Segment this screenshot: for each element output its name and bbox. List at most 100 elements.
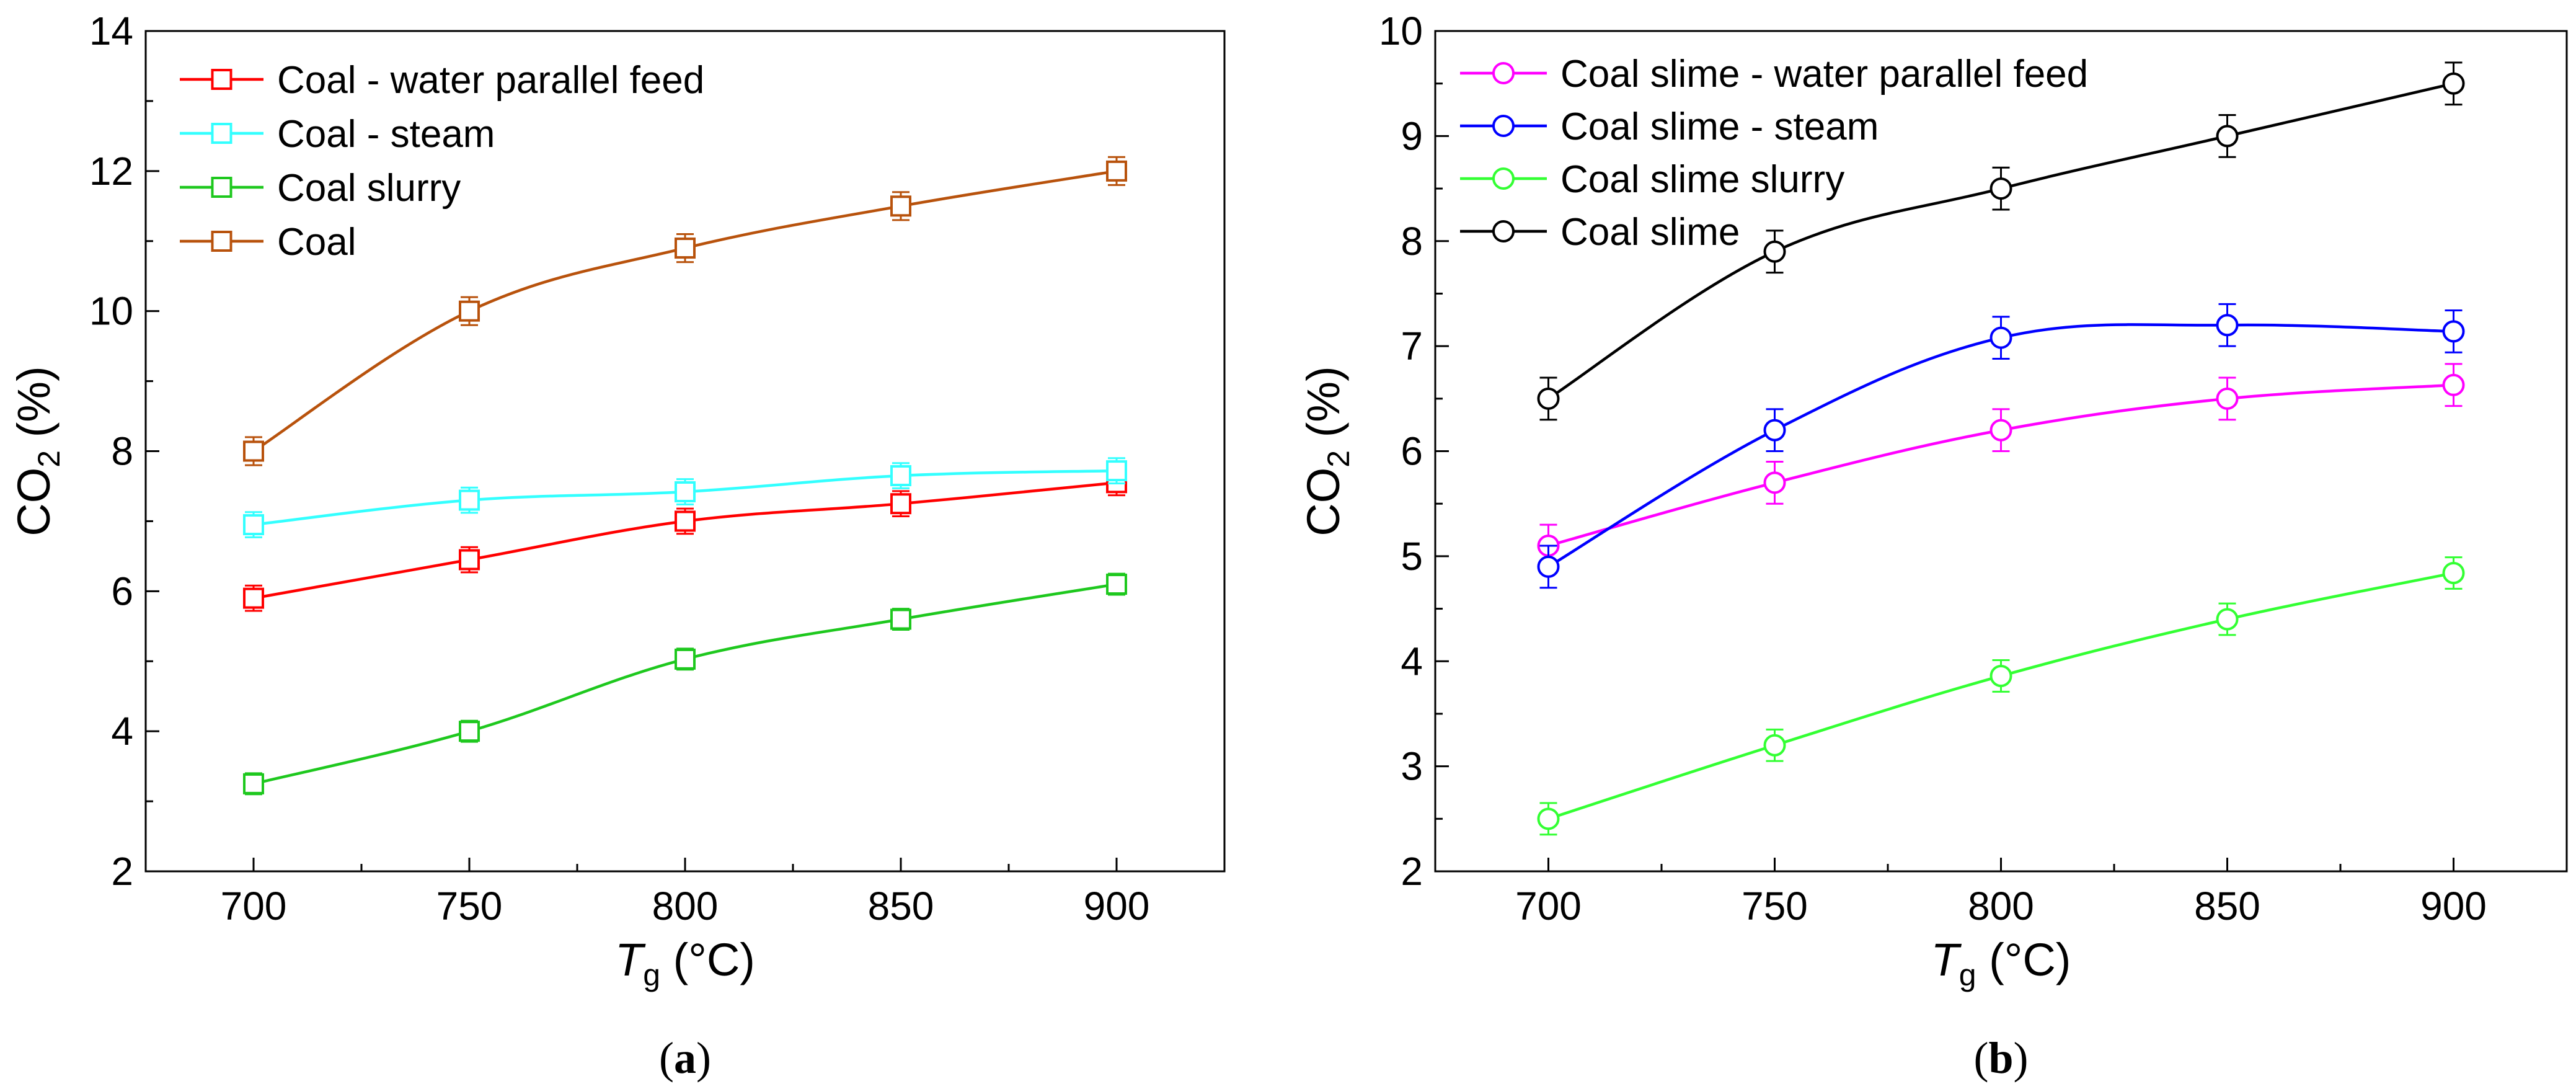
legend-item: Coal - steam (180, 113, 495, 156)
y-tick-label: 6 (111, 569, 133, 613)
series-2 (1537, 556, 2465, 836)
y-tick-label: 14 (89, 9, 133, 53)
legend-item: Coal slurry (180, 167, 461, 210)
y-tick-label: 8 (1401, 219, 1423, 264)
legend-marker (211, 177, 232, 198)
data-point (675, 648, 696, 670)
legend-label: Coal slime - water parallel feed (1560, 53, 2088, 96)
x-tick-label: 700 (1515, 884, 1582, 928)
data-point (1990, 177, 2012, 200)
y-axis-title: CO2 (%) (8, 366, 66, 536)
data-point (1106, 460, 1127, 482)
series-1 (243, 457, 1127, 538)
data-point (1763, 471, 1786, 494)
series-0 (243, 469, 1127, 612)
y-tick-label: 2 (1401, 849, 1423, 894)
data-point (2442, 373, 2465, 396)
legend-marker (211, 123, 232, 144)
data-point (2216, 125, 2239, 148)
data-point (1990, 326, 2012, 349)
data-point (1537, 807, 1560, 830)
y-tick-label: 3 (1401, 744, 1423, 789)
series-3 (243, 156, 1127, 466)
x-axis-title: Tg (°C) (615, 934, 755, 992)
legend-marker (1492, 220, 1515, 242)
data-point (890, 608, 911, 630)
panel-label: (b) (1973, 1033, 2028, 1083)
x-tick-label: 900 (1084, 884, 1150, 928)
legend-label: Coal - water parallel feed (277, 59, 704, 102)
panel-label: (a) (659, 1033, 711, 1083)
data-point (1763, 419, 1786, 442)
data-point (675, 481, 696, 502)
data-point (1106, 160, 1127, 182)
data-point (890, 465, 911, 487)
legend: Coal - water parallel feed Coal - steam Co… (180, 59, 704, 264)
y-tick-label: 2 (111, 849, 133, 894)
data-point (2216, 387, 2239, 410)
series-0 (1537, 363, 2465, 568)
legend-marker (1492, 167, 1515, 190)
data-point (2442, 320, 2465, 343)
data-point (2216, 608, 2239, 631)
x-tick-label: 850 (2194, 884, 2260, 928)
legend-item: Coal slime slurry (1460, 158, 1844, 201)
data-point (243, 514, 264, 536)
legend-label: Coal slime slurry (1560, 158, 1844, 201)
y-axis-title: CO2 (%) (1298, 366, 1356, 536)
legend-item: Coal slime - steam (1460, 105, 1879, 148)
y-tick-label: 12 (89, 149, 133, 193)
data-point (459, 721, 480, 742)
legend-label: Coal slurry (277, 167, 461, 210)
legend-item: Coal (180, 221, 356, 264)
legend-label: Coal slime (1560, 211, 1740, 254)
series-3 (1537, 61, 2465, 421)
data-point (2216, 314, 2239, 337)
y-tick-label: 9 (1401, 113, 1423, 158)
data-point (243, 773, 264, 794)
data-point (890, 195, 911, 217)
y-tick-label: 10 (89, 289, 133, 334)
y-tick-label: 7 (1401, 324, 1423, 368)
data-point (1106, 574, 1127, 595)
chart-panel-b: 700 750 800 850 900 2 3 4 5 6 7 8 9 10 Tg (°C) CO2 (%) C… (1298, 9, 2568, 1083)
legend-marker (1492, 62, 1515, 84)
data-point (675, 238, 696, 259)
y-tick-label: 10 (1379, 9, 1423, 53)
data-point (1990, 664, 2012, 687)
y-tick-label: 6 (1401, 429, 1423, 474)
x-axis-title: Tg (°C) (1931, 934, 2071, 992)
data-point (1990, 419, 2012, 442)
y-tick-label: 8 (111, 429, 133, 474)
legend-label: Coal slime - steam (1560, 105, 1879, 148)
x-tick-label: 750 (436, 884, 503, 928)
x-tick-label: 750 (1742, 884, 1808, 928)
data-point (890, 493, 911, 515)
legend-item: Coal - water parallel feed (180, 59, 704, 102)
x-tick-label: 850 (868, 884, 934, 928)
data-point (2442, 561, 2465, 584)
data-point (1537, 387, 1560, 410)
legend-marker (211, 231, 232, 252)
legend-marker (1492, 115, 1515, 137)
legend-label: Coal - steam (277, 113, 495, 156)
x-tick-label: 700 (221, 884, 287, 928)
y-tick-label: 4 (111, 709, 133, 753)
y-tick-label: 4 (1401, 639, 1423, 683)
series-2 (243, 572, 1127, 796)
data-point (675, 510, 696, 532)
data-point (459, 549, 480, 571)
x-tick-label: 800 (1968, 884, 2034, 928)
data-point (1537, 555, 1560, 578)
data-point (243, 440, 264, 462)
legend-item: Coal slime - water parallel feed (1460, 53, 2088, 96)
y-tick-label: 5 (1401, 534, 1423, 579)
data-point (459, 300, 480, 322)
legend: Coal slime - water parallel feed Coal sli… (1460, 53, 2088, 254)
legend-label: Coal (277, 221, 356, 264)
legend-item: Coal slime (1460, 211, 1740, 254)
series-1 (1537, 303, 2465, 589)
data-point (243, 587, 264, 609)
data-point (459, 489, 480, 511)
